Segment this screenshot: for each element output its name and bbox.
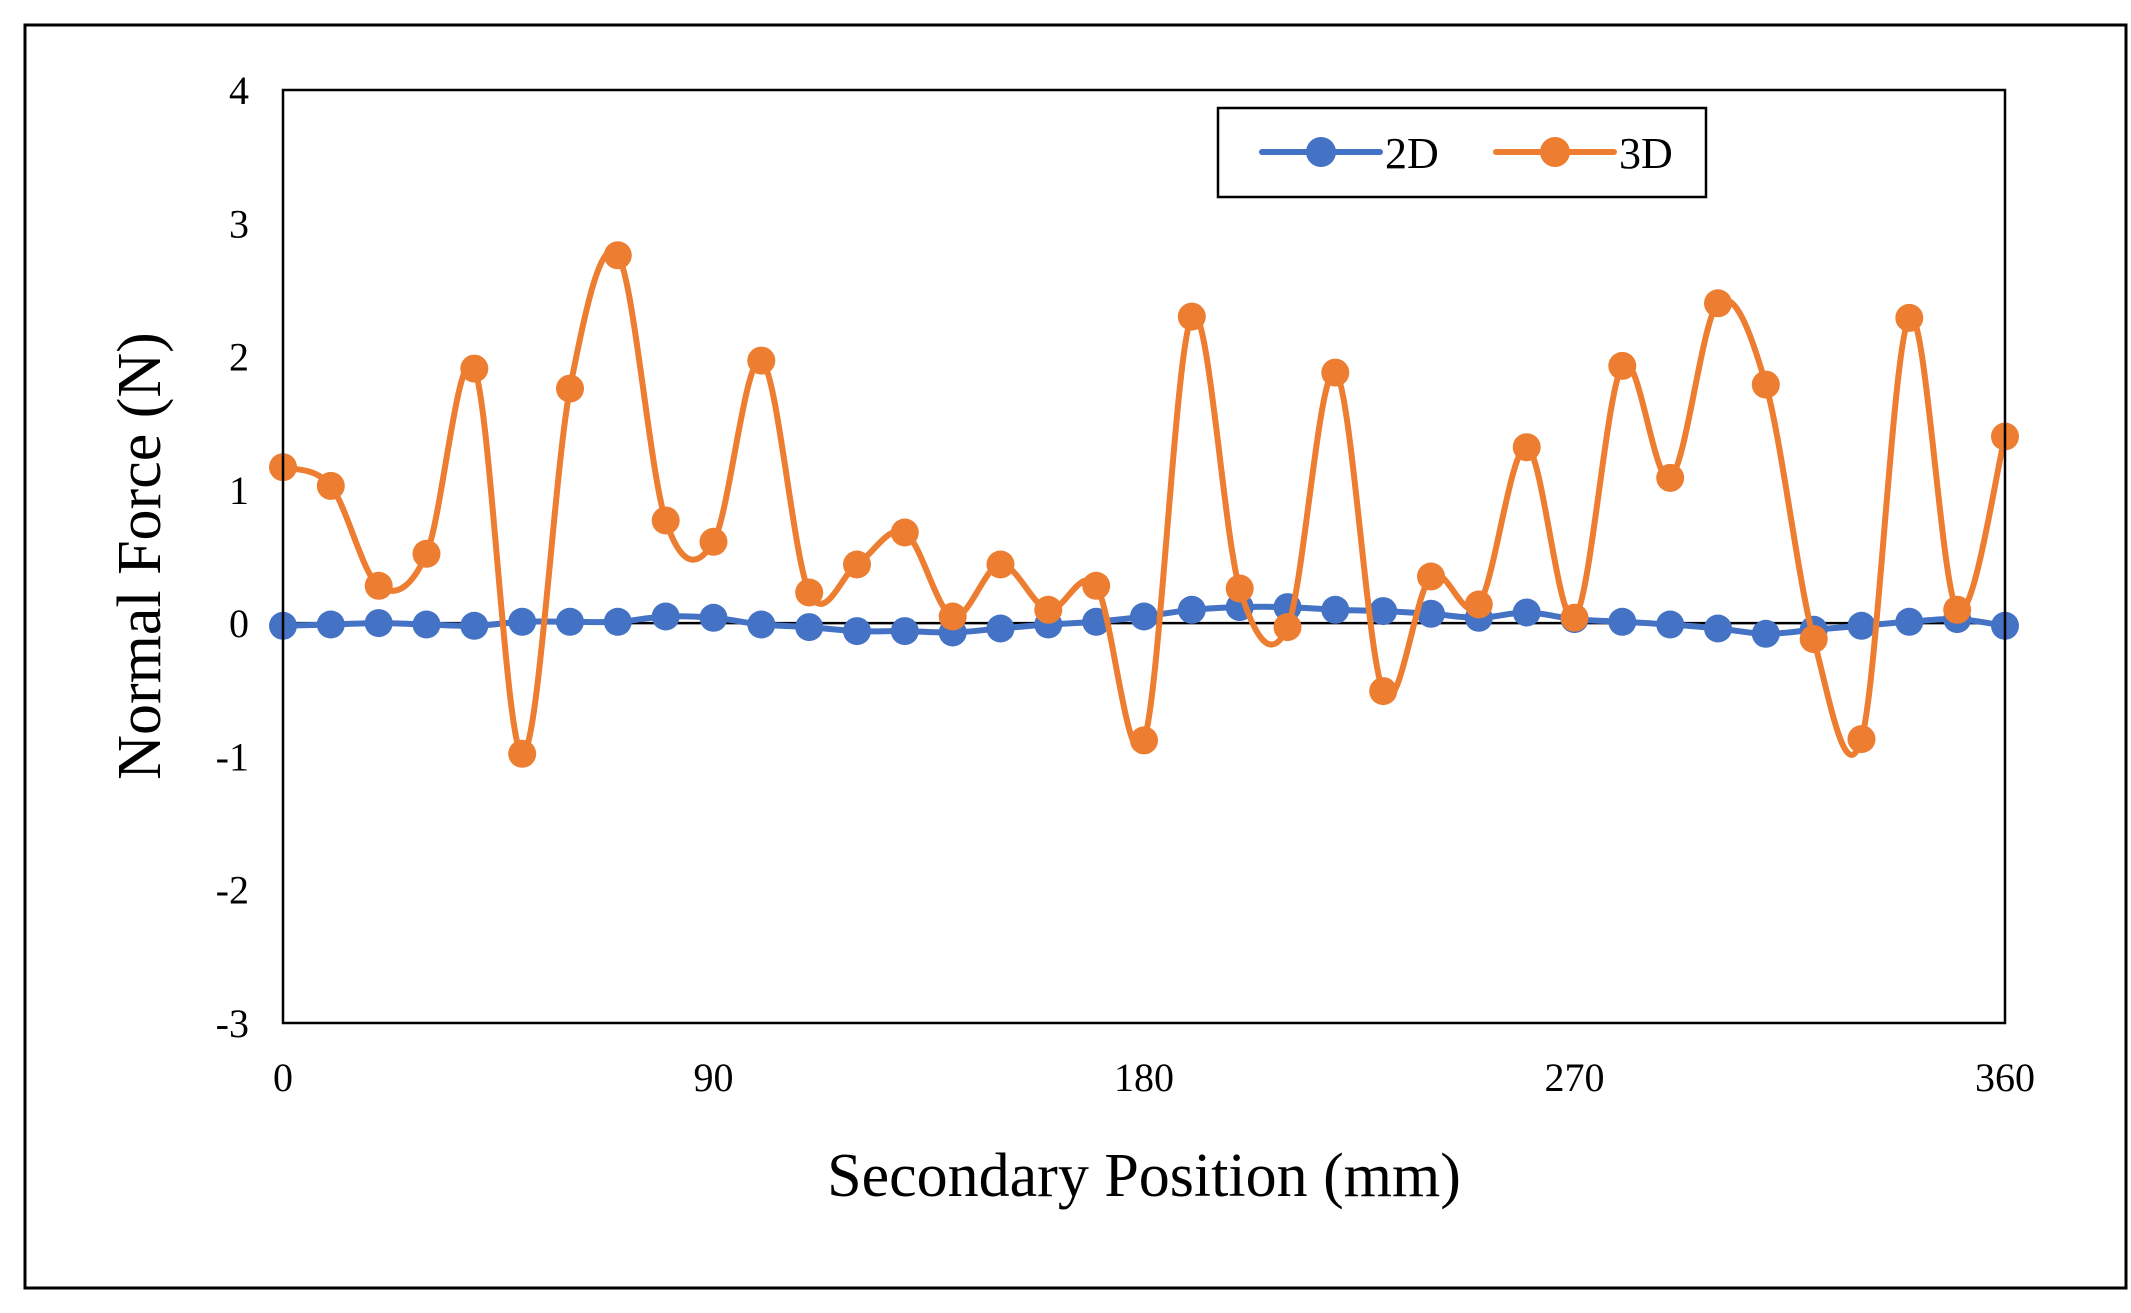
data-point-3d bbox=[1512, 433, 1541, 462]
data-point-2d bbox=[699, 603, 728, 632]
data-point-3d bbox=[890, 518, 919, 547]
x-tick-label: 90 bbox=[694, 1055, 734, 1100]
legend-label-3d: 3D bbox=[1619, 129, 1673, 178]
data-point-3d bbox=[1177, 302, 1206, 331]
data-point-3d bbox=[747, 346, 776, 375]
data-point-3d bbox=[843, 550, 871, 579]
y-tick-label: -2 bbox=[216, 868, 249, 913]
data-point-3d bbox=[1608, 351, 1637, 380]
y-tick-label: -3 bbox=[216, 1001, 249, 1046]
legend-marker-2d bbox=[1306, 137, 1336, 167]
data-point-2d bbox=[460, 611, 489, 640]
data-point-2d bbox=[1751, 619, 1780, 648]
data-point-3d bbox=[603, 241, 632, 270]
data-point-3d bbox=[938, 602, 967, 631]
data-point-3d bbox=[986, 550, 1015, 579]
x-tick-label: 360 bbox=[1975, 1055, 2035, 1100]
legend-marker-3d bbox=[1540, 137, 1570, 167]
x-tick-label: 270 bbox=[1545, 1055, 1605, 1100]
data-point-3d bbox=[1943, 595, 1972, 624]
data-point-2d bbox=[795, 613, 824, 642]
data-point-3d bbox=[460, 354, 489, 383]
data-point-3d bbox=[1799, 625, 1828, 654]
x-tick-label: 0 bbox=[273, 1055, 293, 1100]
data-point-2d bbox=[1417, 599, 1445, 628]
series-3d bbox=[269, 241, 2019, 768]
data-point-3d bbox=[1417, 562, 1445, 591]
data-point-3d bbox=[1560, 603, 1589, 632]
y-tick-label: 3 bbox=[229, 201, 249, 246]
data-point-3d bbox=[316, 471, 345, 500]
data-point-2d bbox=[603, 607, 632, 636]
data-point-3d bbox=[1464, 590, 1493, 619]
data-point-3d bbox=[699, 527, 728, 556]
data-point-3d bbox=[1369, 677, 1398, 706]
data-point-2d bbox=[1512, 598, 1541, 627]
data-point-2d bbox=[747, 610, 776, 639]
y-axis-title: Normal Force (N) bbox=[106, 332, 174, 780]
data-point-3d bbox=[508, 739, 537, 768]
y-tick-label: -1 bbox=[216, 734, 249, 779]
data-point-3d bbox=[412, 539, 441, 568]
y-tick-label: 1 bbox=[229, 468, 249, 513]
data-point-3d bbox=[1704, 289, 1732, 318]
data-point-3d bbox=[1130, 726, 1158, 755]
data-point-2d bbox=[1608, 607, 1637, 636]
data-point-3d bbox=[1034, 595, 1063, 624]
data-point-3d bbox=[1273, 613, 1302, 642]
y-tick-label: 4 bbox=[229, 68, 249, 113]
data-point-2d bbox=[1130, 602, 1158, 631]
data-point-3d bbox=[1225, 574, 1254, 603]
data-point-3d bbox=[556, 374, 584, 403]
data-point-2d bbox=[1369, 597, 1398, 626]
data-point-2d bbox=[651, 602, 680, 631]
y-tick-labels: -3 -2 -1 0 1 2 3 4 bbox=[216, 68, 249, 1046]
data-point-2d bbox=[1177, 595, 1206, 624]
legend: 2D 3D bbox=[1216, 106, 1708, 199]
data-point-2d bbox=[1847, 611, 1876, 640]
x-tick-labels: 0 90 180 270 360 bbox=[273, 1055, 2035, 1100]
data-point-2d bbox=[843, 617, 871, 646]
legend-label-2d: 2D bbox=[1385, 129, 1439, 178]
y-tick-label: 2 bbox=[229, 335, 249, 380]
x-tick-label: 180 bbox=[1114, 1055, 1174, 1100]
data-point-2d bbox=[986, 614, 1015, 643]
data-point-3d bbox=[651, 506, 680, 535]
plot-area-border bbox=[281, 88, 2007, 1025]
x-axis-title: Secondary Position (mm) bbox=[827, 1142, 1461, 1210]
data-point-2d bbox=[1656, 610, 1685, 639]
data-point-3d bbox=[1895, 303, 1924, 332]
data-point-3d bbox=[1082, 571, 1111, 600]
data-point-3d bbox=[364, 571, 393, 600]
outer-frame bbox=[23, 23, 2128, 1290]
data-point-2d bbox=[412, 610, 441, 639]
data-point-2d bbox=[1321, 595, 1350, 624]
data-point-3d bbox=[795, 578, 824, 607]
data-point-2d bbox=[1895, 607, 1924, 636]
data-point-3d bbox=[1321, 358, 1350, 387]
y-tick-label: 0 bbox=[229, 601, 249, 646]
data-point-2d bbox=[890, 617, 919, 646]
data-point-2d bbox=[1704, 614, 1732, 643]
data-point-2d bbox=[316, 610, 345, 639]
data-point-2d bbox=[556, 607, 584, 636]
data-point-2d bbox=[364, 609, 393, 638]
series-layer bbox=[269, 241, 2019, 768]
data-point-3d bbox=[1656, 463, 1685, 492]
data-point-2d bbox=[508, 607, 537, 636]
data-point-3d bbox=[1847, 725, 1876, 754]
data-point-3d bbox=[1751, 370, 1780, 399]
